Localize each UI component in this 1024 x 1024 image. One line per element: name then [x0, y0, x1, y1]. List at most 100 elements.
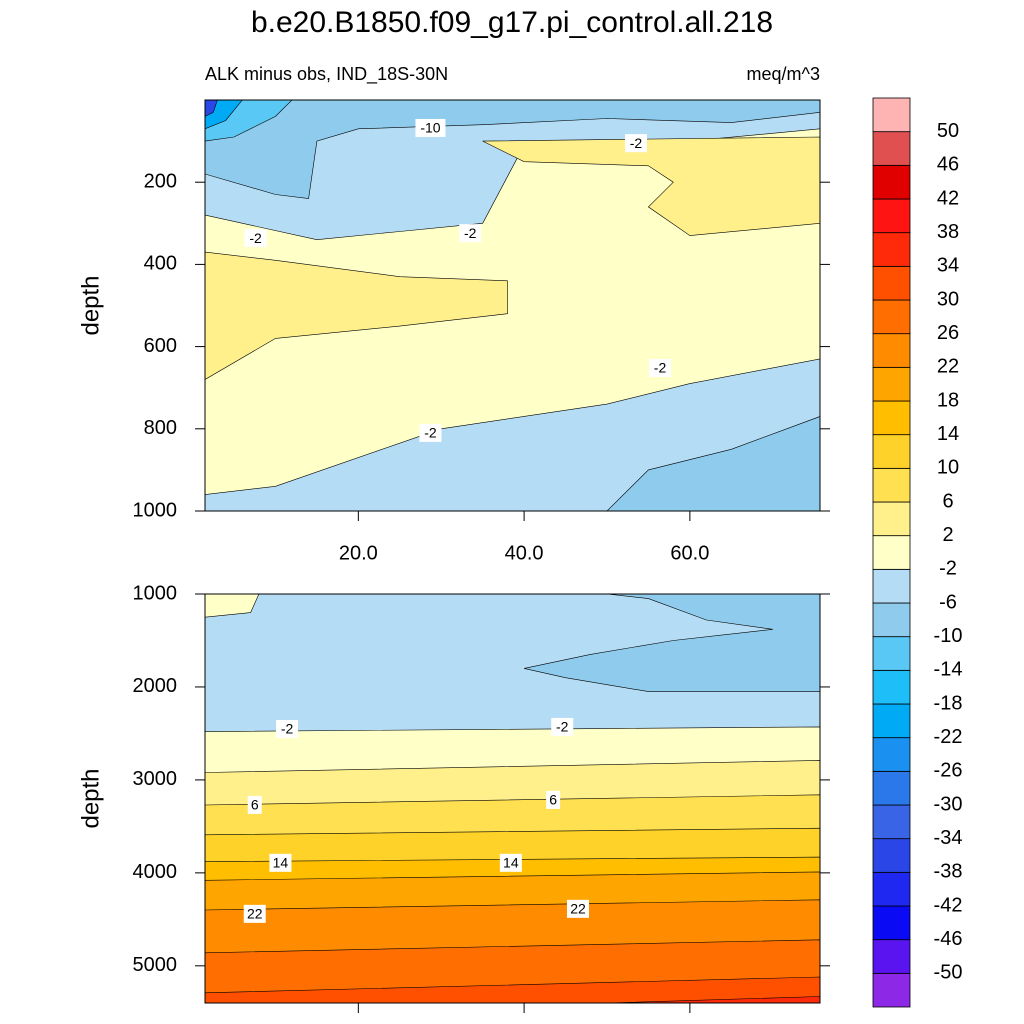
y-tick-label: 3000 — [133, 768, 178, 790]
contour-label-box — [649, 358, 672, 377]
contour-label: 14 — [503, 855, 519, 871]
contour-label-box — [624, 134, 647, 153]
colorbar-label: 30 — [937, 288, 959, 310]
y-axis-label: depth — [77, 275, 104, 335]
colorbar-swatch — [872, 737, 911, 772]
colorbar-label: -42 — [934, 894, 963, 916]
x-tick-label: 20.0 — [339, 542, 378, 564]
colorbar-swatch — [872, 164, 911, 200]
colorbar-swatch — [872, 501, 911, 537]
colorbar-label: -26 — [934, 760, 963, 782]
colorbar-swatch — [872, 131, 911, 166]
colorbar-swatch — [872, 535, 911, 570]
colorbar-swatch — [872, 703, 911, 739]
contour-label: -2 — [424, 425, 437, 441]
colorbar-swatch — [872, 871, 911, 907]
colorbar-swatch — [872, 838, 911, 873]
colorbar-swatch — [872, 198, 911, 234]
contour-label-box — [247, 795, 262, 814]
y-tick-label: 1000 — [133, 499, 178, 521]
contour-label-box — [243, 904, 266, 923]
colorbar-label: -6 — [939, 591, 957, 613]
colorbar-swatch — [872, 97, 911, 133]
chart-title: b.e20.B1850.f09_g17.pi_control.all.218 — [251, 6, 773, 39]
colorbar-swatch — [872, 636, 911, 671]
colorbar-swatch — [872, 232, 911, 267]
contour-band — [606, 416, 820, 511]
colorbar-label: -50 — [934, 962, 963, 984]
colorbar-swatch — [872, 265, 911, 301]
colorbar-swatch — [872, 905, 911, 941]
contour-label-box — [499, 853, 522, 872]
colorbar-label: -38 — [934, 861, 963, 883]
plot-frame — [204, 593, 821, 1004]
y-tick-label: 600 — [144, 335, 177, 357]
colorbar-swatch — [872, 299, 911, 335]
contour-label: -2 — [249, 230, 262, 246]
plot-frame — [204, 99, 821, 512]
contour-label: 6 — [251, 797, 259, 813]
colorbar-label: 6 — [942, 490, 953, 512]
subtitle: ALK minus obs, IND_18S-30N — [205, 64, 448, 85]
colorbar-swatch — [872, 366, 911, 402]
plot-area: -2 -2 6 6 14 14 22 22 — [205, 594, 820, 1003]
contour-label: 14 — [273, 855, 289, 871]
colorbar-label: 34 — [937, 255, 959, 277]
colorbar-swatch — [872, 333, 911, 368]
contour-label-box — [551, 717, 574, 736]
y-tick-label: 1000 — [133, 582, 178, 604]
colorbar-label: -2 — [939, 558, 957, 580]
colorbar-label: 46 — [937, 154, 959, 176]
contour-label: -2 — [654, 360, 667, 376]
contour-label: -2 — [630, 135, 643, 151]
colorbar-label: 14 — [937, 423, 959, 445]
x-tick-label: 60.0 — [670, 542, 709, 564]
y-tick-label: 200 — [144, 170, 177, 192]
y-tick-label: 4000 — [133, 861, 178, 883]
contour-band — [606, 996, 820, 1003]
units: meq/m^3 — [747, 64, 820, 84]
colorbar-swatch — [872, 400, 911, 436]
contour-band — [205, 251, 508, 380]
colorbar-label: 38 — [937, 221, 959, 243]
y-tick-label: 800 — [144, 417, 177, 439]
contour-label-box — [566, 899, 589, 918]
contour-label-box — [419, 423, 442, 442]
colorbar-swatch — [872, 467, 911, 503]
contour-label-box — [269, 853, 292, 872]
colorbar-label: -14 — [934, 659, 963, 681]
colorbar-swatch — [872, 770, 911, 806]
contour-band — [205, 100, 218, 117]
colorbar-swatch — [872, 669, 911, 705]
colorbar-label: -34 — [934, 827, 963, 849]
contour-band — [205, 594, 260, 618]
contour-band — [205, 976, 820, 1003]
colorbar-swatch — [872, 602, 911, 638]
y-tick-label: 400 — [144, 253, 177, 275]
contour-label: -2 — [464, 225, 477, 241]
colorbar-label: -46 — [934, 928, 963, 950]
contour-label-box — [244, 229, 267, 248]
contour-label-box — [546, 790, 561, 809]
contour-band — [482, 136, 820, 236]
x-tick-label: 40.0 — [505, 542, 544, 564]
colorbar-swatch — [872, 568, 911, 604]
contour-label: 22 — [247, 906, 263, 922]
colorbar-label: -22 — [934, 726, 963, 748]
colorbar-label: 10 — [937, 457, 959, 479]
colorbar-label: 18 — [937, 389, 959, 411]
contour-label: 22 — [570, 901, 586, 917]
colorbar-swatch — [872, 972, 911, 1008]
colorbar-label: -18 — [934, 692, 963, 714]
colorbar-label: -30 — [934, 793, 963, 815]
contour-label: 6 — [549, 792, 557, 808]
contour-label: -2 — [281, 721, 294, 737]
plot-area: -10 -2 -2 -2 -2 -2 — [205, 100, 820, 511]
colorbar-label: -10 — [934, 625, 963, 647]
contour-label: -10 — [420, 120, 440, 136]
colorbar-swatch — [872, 434, 911, 469]
y-tick-label: 5000 — [133, 954, 178, 976]
colorbar-swatch — [872, 804, 911, 840]
contour-label: -2 — [556, 719, 569, 735]
